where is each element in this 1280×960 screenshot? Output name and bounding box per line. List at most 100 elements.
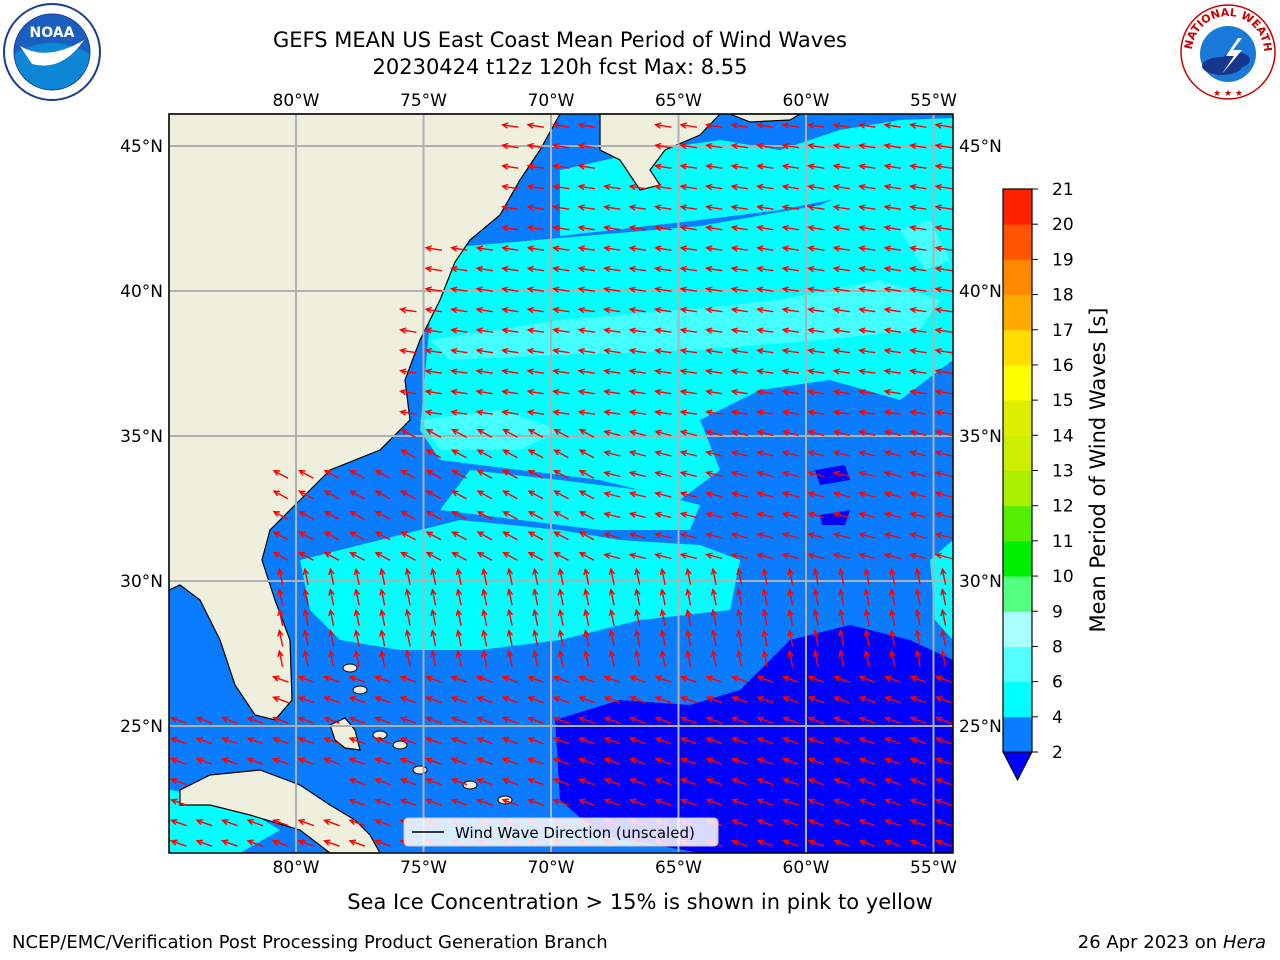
wave-arrow [481, 649, 488, 667]
wave-arrow [526, 388, 545, 396]
wave-arrow [781, 429, 799, 437]
wave-arrow [909, 757, 927, 765]
wave-arrow [552, 798, 570, 806]
wave-arrow [832, 224, 851, 232]
wave-arrow [628, 511, 646, 519]
wave-arrow [302, 608, 310, 626]
wave-arrow [379, 608, 386, 626]
wave-arrow [297, 819, 315, 827]
wave-arrow [297, 716, 315, 724]
wave-arrow [272, 490, 289, 500]
svg-text:NOAA: NOAA [30, 25, 75, 41]
wave-arrow [730, 450, 748, 457]
wave-arrow [863, 588, 871, 606]
wave-arrow [577, 675, 595, 683]
wave-arrow [501, 409, 519, 416]
wave-arrow [608, 567, 616, 585]
wave-arrow [608, 588, 616, 606]
wave-arrow [532, 567, 539, 585]
wave-arrow [552, 368, 570, 375]
wave-arrow [628, 696, 646, 704]
wave-arrow [736, 608, 743, 626]
wave-arrow [220, 757, 238, 765]
wave-arrow [578, 510, 595, 520]
wave-arrow [501, 716, 519, 724]
wave-arrow [501, 368, 519, 375]
wave-arrow [685, 567, 692, 585]
wave-arrow [807, 204, 825, 211]
wave-arrow [787, 608, 794, 626]
wave-arrow [934, 122, 953, 129]
wave-arrow [858, 409, 876, 416]
wave-arrow [736, 649, 743, 667]
wave-arrow [628, 388, 647, 396]
wave-arrow [679, 142, 698, 150]
wave-arrow [399, 675, 417, 683]
wave-arrow [858, 388, 876, 396]
wave-arrow [502, 531, 518, 541]
wave-arrow [322, 675, 340, 683]
wave-arrow [628, 224, 647, 232]
wave-arrow [863, 649, 871, 667]
wave-arrow [475, 778, 493, 786]
wave-arrow [532, 649, 539, 667]
wave-arrow [781, 778, 799, 786]
wave-arrow [450, 675, 468, 683]
field-dark-1 [815, 465, 850, 485]
wave-arrow [475, 696, 493, 704]
wave-arrow [323, 531, 340, 541]
wave-arrow [705, 368, 723, 375]
wave-arrow [756, 122, 774, 129]
wave-arrow [603, 532, 621, 539]
wave-arrow [807, 470, 825, 478]
wave-arrow [781, 224, 800, 232]
wave-arrow [934, 819, 952, 827]
wave-arrow [476, 551, 493, 561]
wave-arrow [399, 368, 417, 375]
wave-arrow [450, 798, 468, 806]
wave-arrow [756, 839, 774, 847]
wave-arrow [781, 798, 799, 806]
wave-arrow [557, 567, 565, 585]
colorbar-label: Mean Period of Wind Waves [s] [1086, 308, 1110, 633]
wave-arrow [832, 368, 851, 375]
colorbar-tick-label: 9 [1052, 602, 1063, 622]
wave-arrow [832, 163, 851, 170]
wave-arrow [404, 588, 412, 606]
wave-arrow [526, 409, 545, 416]
wave-arrow [705, 306, 723, 314]
wave-arrow [705, 204, 723, 211]
wave-arrow [424, 265, 443, 273]
wave-arrow [404, 649, 412, 667]
wave-arrow [501, 798, 519, 806]
wave-arrow [603, 737, 621, 745]
wave-arrow [914, 567, 922, 585]
wave-arrow [271, 819, 289, 827]
wave-arrow [934, 183, 953, 191]
wave-arrow [710, 567, 718, 585]
wave-arrow [298, 490, 314, 500]
wave-arrow [736, 588, 743, 606]
wave-arrow [501, 204, 519, 211]
wave-arrow [883, 245, 902, 252]
wave-arrow [807, 532, 825, 539]
wave-arrow [450, 306, 468, 314]
wave-arrow [756, 142, 774, 150]
wave-arrow [450, 286, 468, 293]
wave-arrow [807, 265, 825, 273]
colorbar-segment [1003, 294, 1032, 331]
wave-arrow [781, 306, 800, 314]
wave-arrow [475, 798, 493, 806]
wave-arrow [934, 450, 952, 457]
wave-arrow [501, 347, 519, 355]
wave-arrow [787, 567, 794, 585]
wave-arrow [679, 224, 698, 232]
wave-arrow [781, 347, 800, 355]
wave-arrow [807, 798, 825, 806]
wave-arrow [451, 531, 467, 541]
wave-arrow [373, 798, 391, 806]
colorbar-segment [1003, 611, 1032, 647]
wave-arrow [756, 286, 774, 293]
wave-arrow [349, 510, 365, 520]
wave-arrow [883, 368, 902, 375]
